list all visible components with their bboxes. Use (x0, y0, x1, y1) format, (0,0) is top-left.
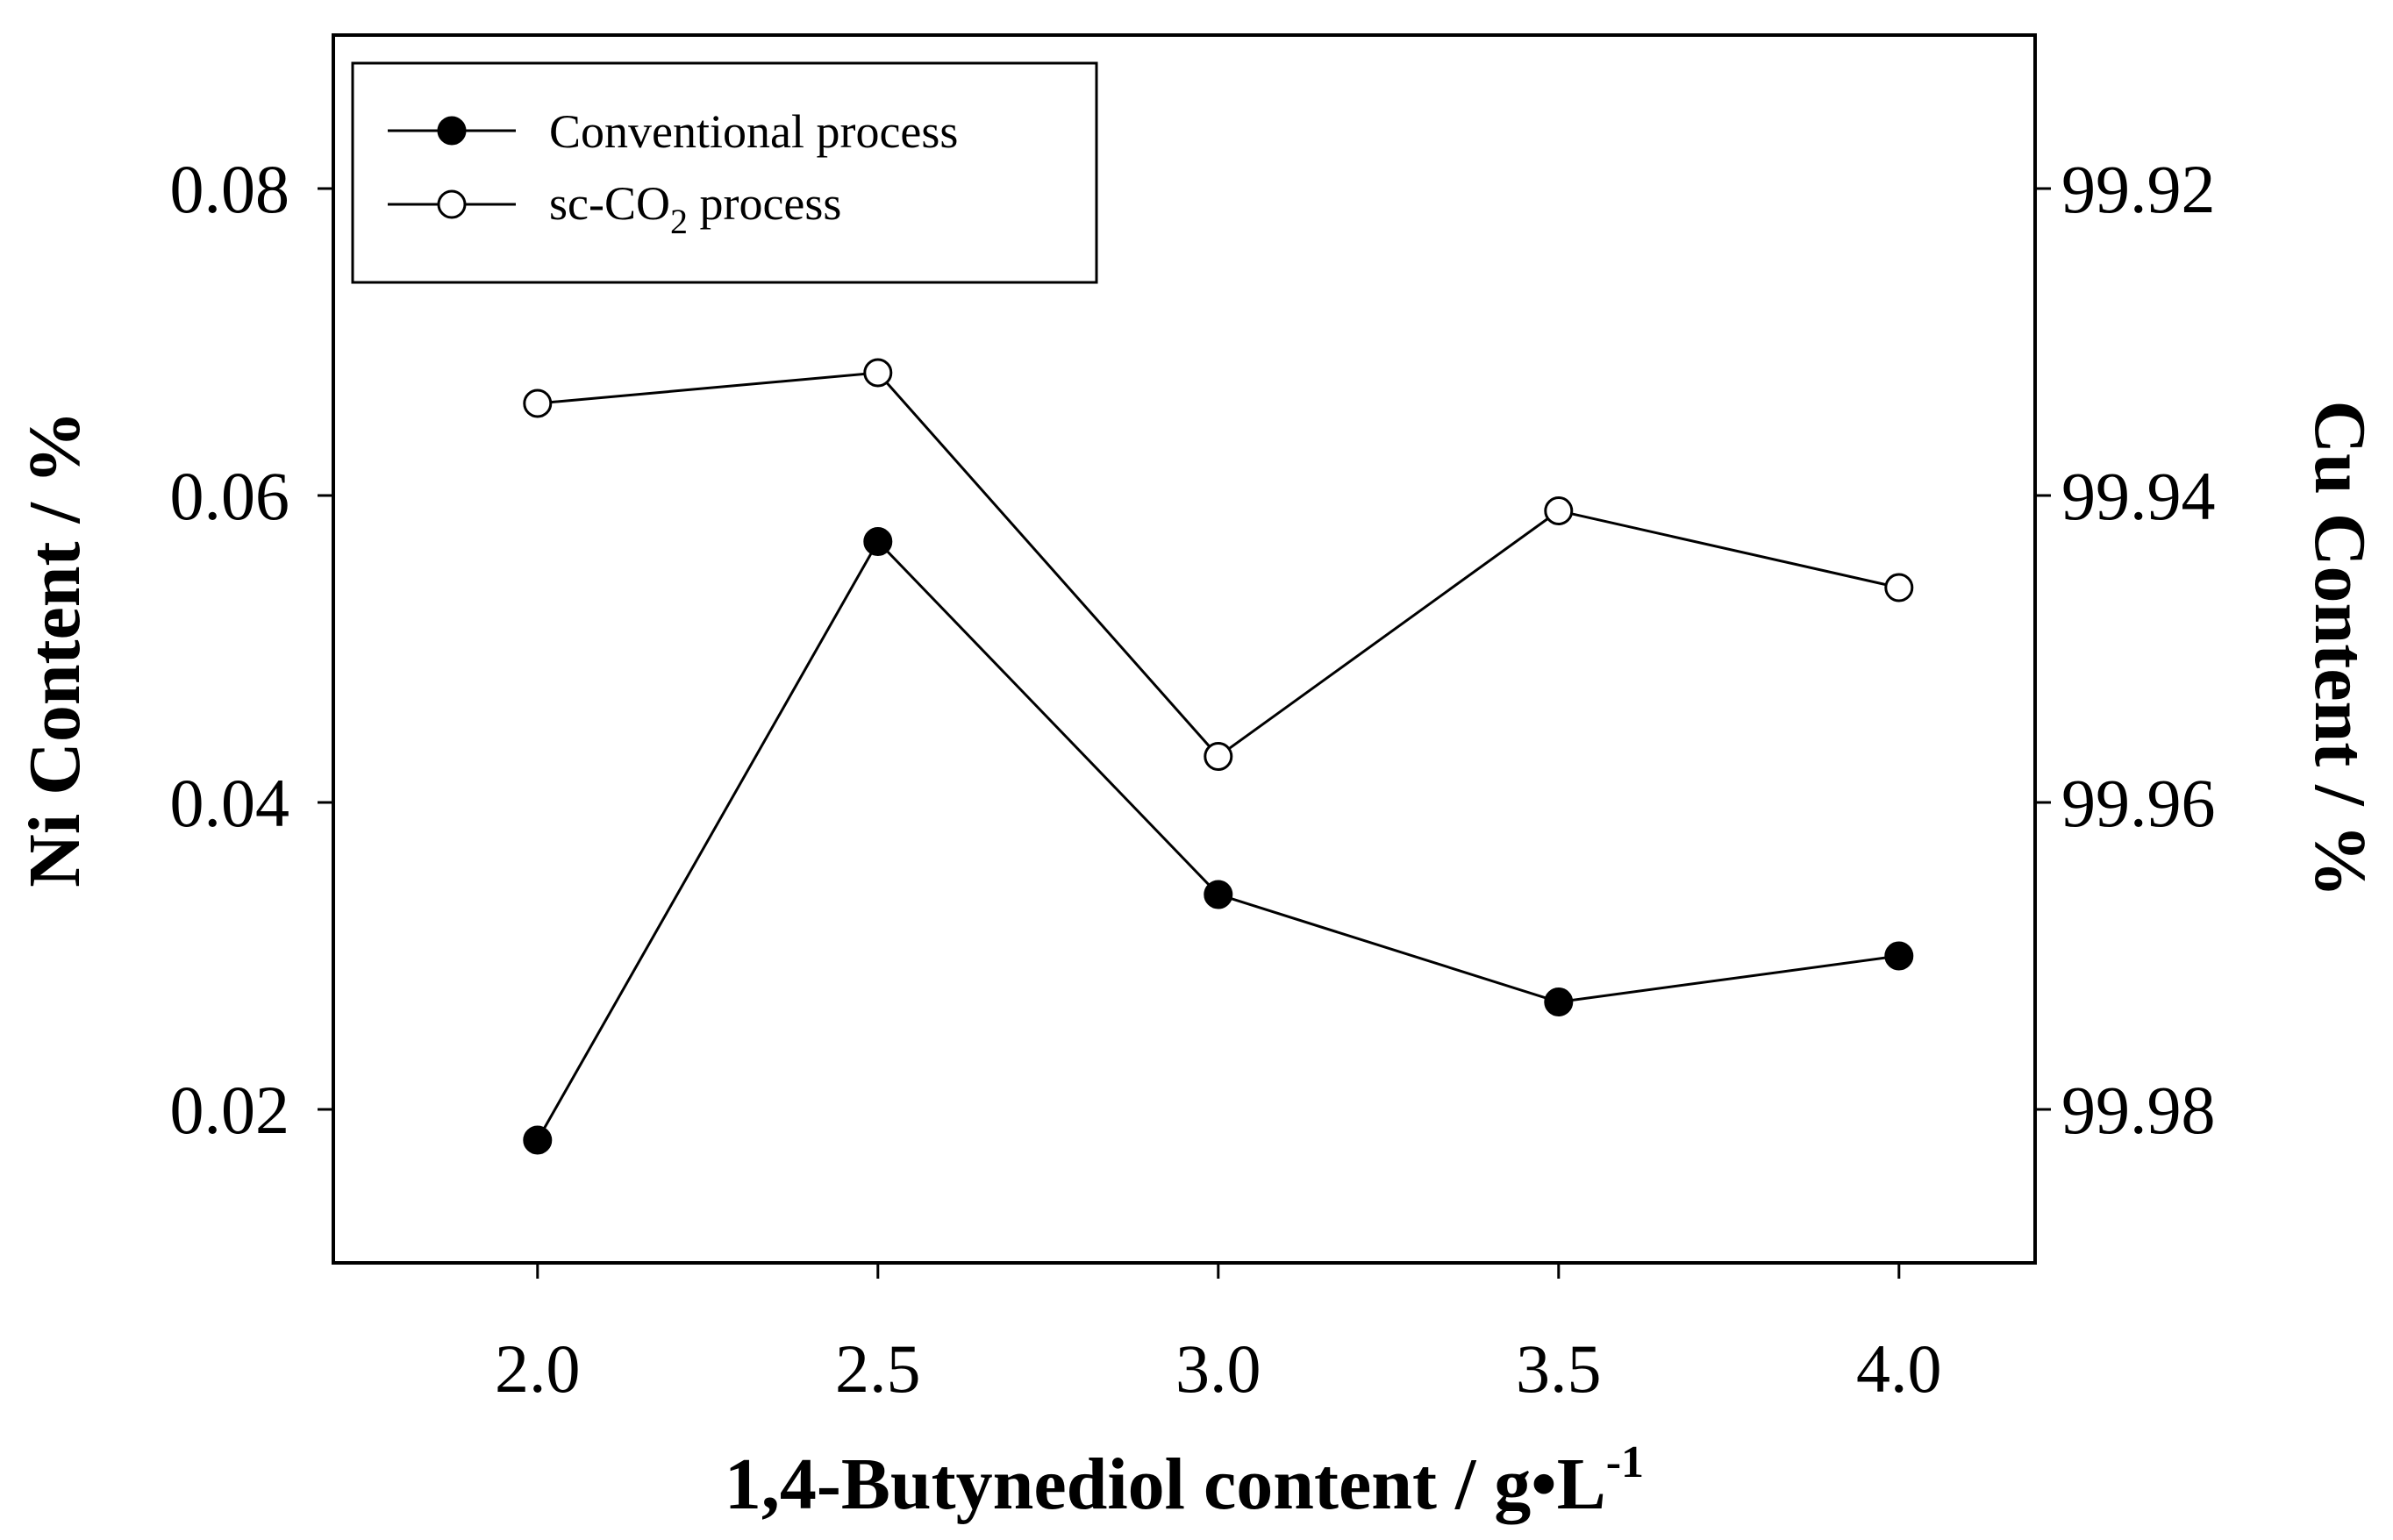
y2-tick-label: 99.98 (2061, 1072, 2216, 1148)
legend-label-conventional: Conventional process (549, 105, 958, 158)
legend-label-scco2-sub: 2 (670, 202, 688, 241)
x-axis-ticks: 2.0 2.5 3.0 3.5 4.0 (495, 1263, 1942, 1407)
data-point-0 (1544, 987, 1574, 1016)
data-point-0 (523, 1125, 553, 1155)
y2-axis-title: Cu Content / % (2299, 400, 2381, 897)
x-tick-label: 2.5 (835, 1330, 921, 1407)
y2-tick-label: 99.96 (2061, 765, 2216, 841)
y2-tick-label: 99.94 (2061, 458, 2216, 534)
y-tick-label: 0.04 (170, 765, 290, 841)
y-tick-label: 0.06 (170, 458, 290, 534)
plot-frame (332, 33, 2037, 1265)
legend-box (351, 61, 1098, 284)
x-axis-title: 1,4-Butynediol content / g•L-1 (725, 1437, 1644, 1525)
y2-axis-ticks: 99.92 99.94 99.96 99.98 (2035, 151, 2216, 1148)
data-point-0 (1204, 880, 1233, 909)
y-tick-label: 0.02 (170, 1072, 290, 1148)
x-tick-label: 3.0 (1175, 1330, 1261, 1407)
legend-label-scco2-tail: process (688, 177, 841, 230)
series-line-1 (537, 371, 1900, 759)
series-layer (523, 358, 1914, 1155)
legend-label-scco2-main: sc-CO (549, 177, 670, 230)
x-axis-title-main: 1,4-Butynediol content / g•L (725, 1444, 1606, 1525)
x-tick-label: 4.0 (1856, 1330, 1942, 1407)
y-axis-title: Ni Content / % (14, 410, 96, 888)
legend: Conventional process sc-CO2 process (351, 61, 1098, 284)
legend-marker-scco2 (437, 189, 467, 219)
data-point-1 (523, 389, 553, 418)
legend-marker-conventional (437, 116, 467, 146)
data-point-1 (1544, 496, 1574, 525)
legend-label-scco2: sc-CO2 process (549, 177, 841, 241)
data-point-1 (1884, 573, 1914, 602)
data-point-0 (863, 527, 893, 556)
y2-tick-label: 99.92 (2061, 151, 2216, 227)
data-point-1 (863, 358, 893, 388)
data-point-1 (1204, 742, 1233, 771)
y-axis-ticks: 0.02 0.04 0.06 0.08 (170, 151, 333, 1148)
x-axis-title-superscript: -1 (1606, 1437, 1644, 1487)
x-tick-label: 2.0 (495, 1330, 581, 1407)
data-point-0 (1884, 941, 1914, 971)
y-tick-label: 0.08 (170, 151, 290, 227)
x-tick-label: 3.5 (1516, 1330, 1602, 1407)
series-line-0 (536, 539, 1900, 1141)
